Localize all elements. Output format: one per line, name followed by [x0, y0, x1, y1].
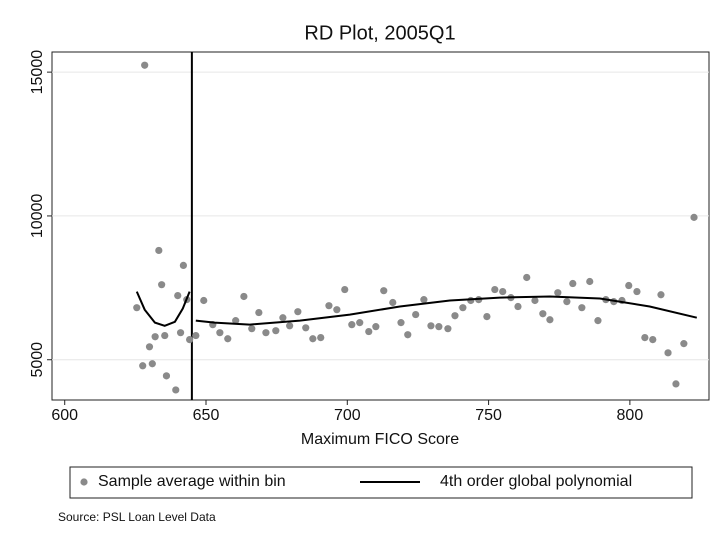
legend-marker	[80, 478, 88, 486]
scatter-point	[680, 340, 688, 348]
scatter-point	[625, 281, 633, 290]
scatter-point	[586, 277, 594, 286]
legend-label: Sample average within bin	[98, 473, 286, 490]
scatter-point	[172, 386, 180, 394]
y-tick-label: 15000	[29, 50, 46, 95]
scatter-point	[649, 336, 657, 344]
scatter-point	[365, 327, 373, 336]
scatter-point	[317, 333, 325, 342]
x-tick-label: 650	[193, 407, 220, 424]
x-axis-label: Maximum FICO Score	[301, 431, 459, 448]
scatter-point	[491, 285, 499, 294]
x-tick-label: 700	[334, 407, 361, 424]
scatter-point	[499, 287, 507, 296]
scatter-point	[372, 323, 380, 331]
scatter-point	[641, 333, 649, 342]
scatter-point	[139, 362, 147, 370]
scatter-point	[412, 310, 420, 319]
scatter-point	[435, 323, 443, 331]
scatter-point	[356, 319, 364, 327]
scatter-point	[672, 380, 680, 388]
scatter-point	[514, 302, 522, 311]
scatter-point	[397, 319, 405, 327]
scatter-point	[161, 331, 169, 340]
scatter-point	[341, 285, 349, 294]
scatter-point	[279, 314, 287, 322]
scatter-point	[483, 312, 491, 321]
scatter-point	[633, 287, 641, 296]
scatter-point	[563, 298, 571, 306]
scatter-point	[141, 61, 149, 69]
scatter-point	[200, 296, 208, 305]
scatter-point	[224, 335, 232, 343]
scatter-point	[531, 296, 539, 305]
scatter-point	[272, 327, 280, 335]
scatter-point	[523, 273, 531, 282]
scatter-point	[174, 292, 182, 300]
scatter-point	[286, 322, 294, 330]
scatter-point	[539, 310, 547, 318]
scatter-point	[162, 372, 171, 380]
scatter-point	[325, 302, 333, 310]
scatter-point	[179, 261, 187, 270]
scatter-point	[404, 331, 412, 339]
scatter-point	[232, 317, 240, 325]
scatter-point	[657, 291, 665, 299]
scatter-point	[192, 331, 200, 340]
scatter-point	[451, 312, 459, 320]
scatter-point	[133, 304, 141, 312]
scatter-point	[176, 329, 185, 337]
scatter-point	[255, 308, 263, 317]
scatter-point	[302, 324, 310, 332]
scatter-point	[151, 333, 159, 341]
x-tick-label: 800	[617, 407, 644, 424]
scatter-point	[348, 321, 356, 329]
scatter-point	[389, 298, 397, 307]
scatter-point	[546, 316, 554, 324]
legend-label: 4th order global polynomial	[440, 473, 632, 490]
y-tick-label: 10000	[29, 194, 46, 239]
scatter-point	[467, 296, 475, 305]
x-tick-label: 750	[475, 407, 502, 424]
chart-title: RD Plot, 2005Q1	[304, 22, 455, 44]
y-tick-label: 5000	[29, 342, 46, 378]
scatter-point	[664, 349, 672, 357]
scatter-point	[554, 289, 562, 297]
scatter-point	[427, 322, 435, 330]
fit-line	[135, 291, 698, 327]
scatter-point	[309, 335, 317, 343]
scatter-point	[594, 317, 602, 325]
scatter-point	[155, 246, 163, 255]
scatter-point	[459, 304, 467, 312]
scatter-point	[262, 329, 270, 337]
scatter-point	[240, 292, 248, 301]
scatter-point	[569, 279, 577, 288]
scatter-point	[420, 296, 428, 304]
scatter-point	[690, 213, 698, 221]
scatter-point	[578, 304, 586, 312]
scatter-point	[158, 281, 166, 289]
scatter-point	[248, 325, 256, 333]
scatter-point	[145, 343, 154, 351]
scatter-point	[444, 325, 452, 333]
scatter-point	[186, 336, 194, 344]
plot-frame	[51, 51, 710, 401]
source-note: Source: PSL Loan Level Data	[58, 510, 216, 524]
scatter-point	[148, 360, 156, 368]
scatter-point	[216, 329, 224, 337]
scatter-point	[294, 308, 302, 316]
scatter-point	[380, 287, 388, 295]
x-tick-label: 600	[51, 407, 78, 424]
scatter-point	[333, 306, 341, 314]
